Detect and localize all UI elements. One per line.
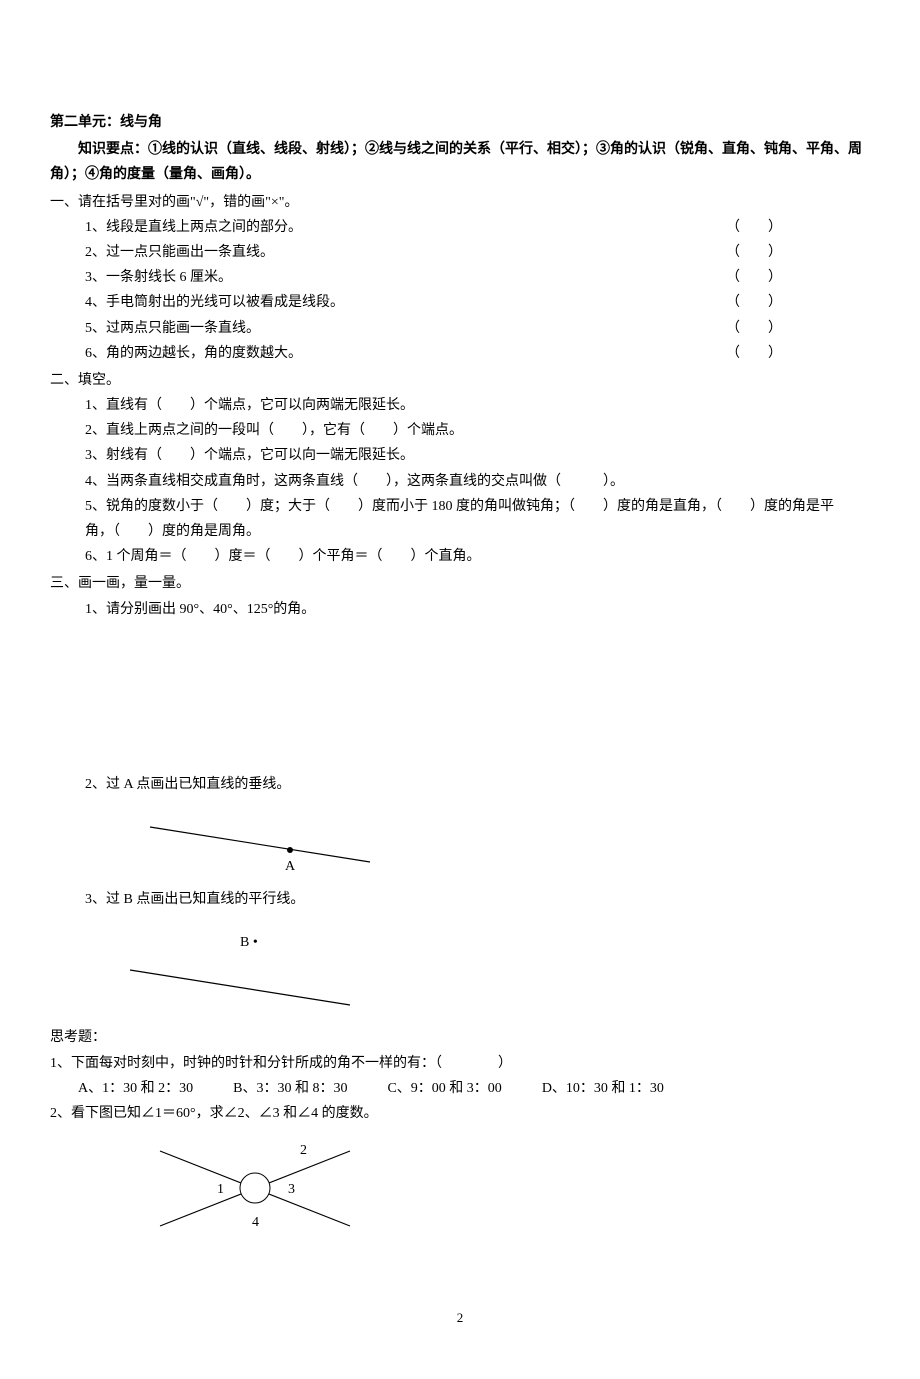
blank-drawing-area bbox=[50, 632, 870, 762]
thinking-title: 思考题： bbox=[50, 1025, 870, 1050]
label-a: A bbox=[285, 859, 296, 874]
unit-title: 第二单元：线与角 bbox=[50, 110, 870, 135]
s1-item-3-text: 3、一条射线长 6 厘米。 bbox=[85, 265, 232, 290]
thinking-q1-options: A、1：30 和 2：30 B、3：30 和 8：30 C、9：00 和 3：0… bbox=[50, 1076, 870, 1101]
label-b-point: B • bbox=[240, 930, 870, 955]
label-angle-1: 1 bbox=[217, 1182, 224, 1197]
s1-item-3: 3、一条射线长 6 厘米。 （） bbox=[50, 265, 870, 290]
s3-item-1: 1、请分别画出 90°、40°、125°的角。 bbox=[50, 597, 870, 622]
s1-item-1: 1、线段是直线上两点之间的部分。 （） bbox=[50, 215, 870, 240]
s3-item-2: 2、过 A 点画出已知直线的垂线。 bbox=[50, 772, 870, 797]
paren: （） bbox=[726, 290, 810, 315]
s1-item-2: 2、过一点只能画出一条直线。 （） bbox=[50, 240, 870, 265]
s1-item-6: 6、角的两边越长，角的度数越大。 （） bbox=[50, 341, 870, 366]
thinking-section: 思考题： 1、下面每对时刻中，时钟的时针和分针所成的角不一样的有：（ ） A、1… bbox=[50, 1025, 870, 1246]
s1-item-4: 4、手电筒射出的光线可以被看成是线段。 （） bbox=[50, 290, 870, 315]
paren: （） bbox=[726, 316, 810, 341]
section-3: 三、画一画，量一量。 1、请分别画出 90°、40°、125°的角。 2、过 A… bbox=[50, 571, 870, 1015]
s1-item-5: 5、过两点只能画一条直线。 （） bbox=[50, 316, 870, 341]
option-b: B、3：30 和 8：30 bbox=[233, 1076, 347, 1101]
s2-item-3: 3、射线有（ ）个端点，它可以向一端无限延长。 bbox=[50, 443, 870, 468]
thinking-q2: 2、看下图已知∠1＝60°，求∠2、∠3 和∠4 的度数。 bbox=[50, 1101, 870, 1126]
s2-item-2: 2、直线上两点之间的一段叫（ ），它有（ ）个端点。 bbox=[50, 418, 870, 443]
paren: （） bbox=[726, 341, 810, 366]
section-2: 二、填空。 1、直线有（ ）个端点，它可以向两端无限延长。 2、直线上两点之间的… bbox=[50, 368, 870, 570]
s2-item-4: 4、当两条直线相交成直角时，这两条直线（ ），这两条直线的交点叫做（ ）。 bbox=[50, 469, 870, 494]
option-a: A、1：30 和 2：30 bbox=[78, 1076, 193, 1101]
paren: （） bbox=[726, 240, 810, 265]
label-angle-4: 4 bbox=[252, 1215, 259, 1230]
keypoints: 知识要点：①线的认识（直线、线段、射线）；②线与线之间的关系（平行、相交）；③角… bbox=[50, 137, 870, 187]
label-angle-2: 2 bbox=[300, 1143, 307, 1158]
s2-item-1: 1、直线有（ ）个端点，它可以向两端无限延长。 bbox=[50, 393, 870, 418]
s2-item-5: 5、锐角的度数小于（ ）度；大于（ ）度而小于 180 度的角叫做钝角；（ ）度… bbox=[50, 494, 870, 544]
section-1: 一、请在括号里对的画"√"，错的画"×"。 1、线段是直线上两点之间的部分。 （… bbox=[50, 190, 870, 366]
s2-item-6: 6、1 个周角＝（ ）度＝（ ）个平角＝（ ）个直角。 bbox=[50, 544, 870, 569]
option-c: C、9：00 和 3：00 bbox=[387, 1076, 501, 1101]
diagram-line-b: B • bbox=[50, 930, 870, 1015]
page-number: 2 bbox=[50, 1306, 870, 1329]
thinking-q1: 1、下面每对时刻中，时钟的时针和分针所成的角不一样的有：（ ） bbox=[50, 1051, 870, 1076]
s1-item-1-text: 1、线段是直线上两点之间的部分。 bbox=[85, 215, 302, 240]
s1-item-2-text: 2、过一点只能画出一条直线。 bbox=[85, 240, 274, 265]
paren: （） bbox=[726, 215, 810, 240]
s3-item-3: 3、过 B 点画出已知直线的平行线。 bbox=[50, 887, 870, 912]
keypoints-label: 知识要点： bbox=[78, 142, 148, 157]
diagram-angles: 2 1 3 4 bbox=[50, 1136, 870, 1246]
label-angle-3: 3 bbox=[288, 1182, 295, 1197]
s1-item-4-text: 4、手电筒射出的光线可以被看成是线段。 bbox=[85, 290, 344, 315]
section-1-title: 一、请在括号里对的画"√"，错的画"×"。 bbox=[50, 190, 870, 215]
s1-item-6-text: 6、角的两边越长，角的度数越大。 bbox=[85, 341, 302, 366]
keypoints-text: ①线的认识（直线、线段、射线）；②线与线之间的关系（平行、相交）；③角的认识（锐… bbox=[50, 142, 862, 182]
option-d: D、10：30 和 1：30 bbox=[542, 1076, 664, 1101]
diagram-line-a: A bbox=[50, 807, 870, 877]
section-2-title: 二、填空。 bbox=[50, 368, 870, 393]
s1-item-5-text: 5、过两点只能画一条直线。 bbox=[85, 316, 260, 341]
section-3-title: 三、画一画，量一量。 bbox=[50, 571, 870, 596]
paren: （） bbox=[726, 265, 810, 290]
